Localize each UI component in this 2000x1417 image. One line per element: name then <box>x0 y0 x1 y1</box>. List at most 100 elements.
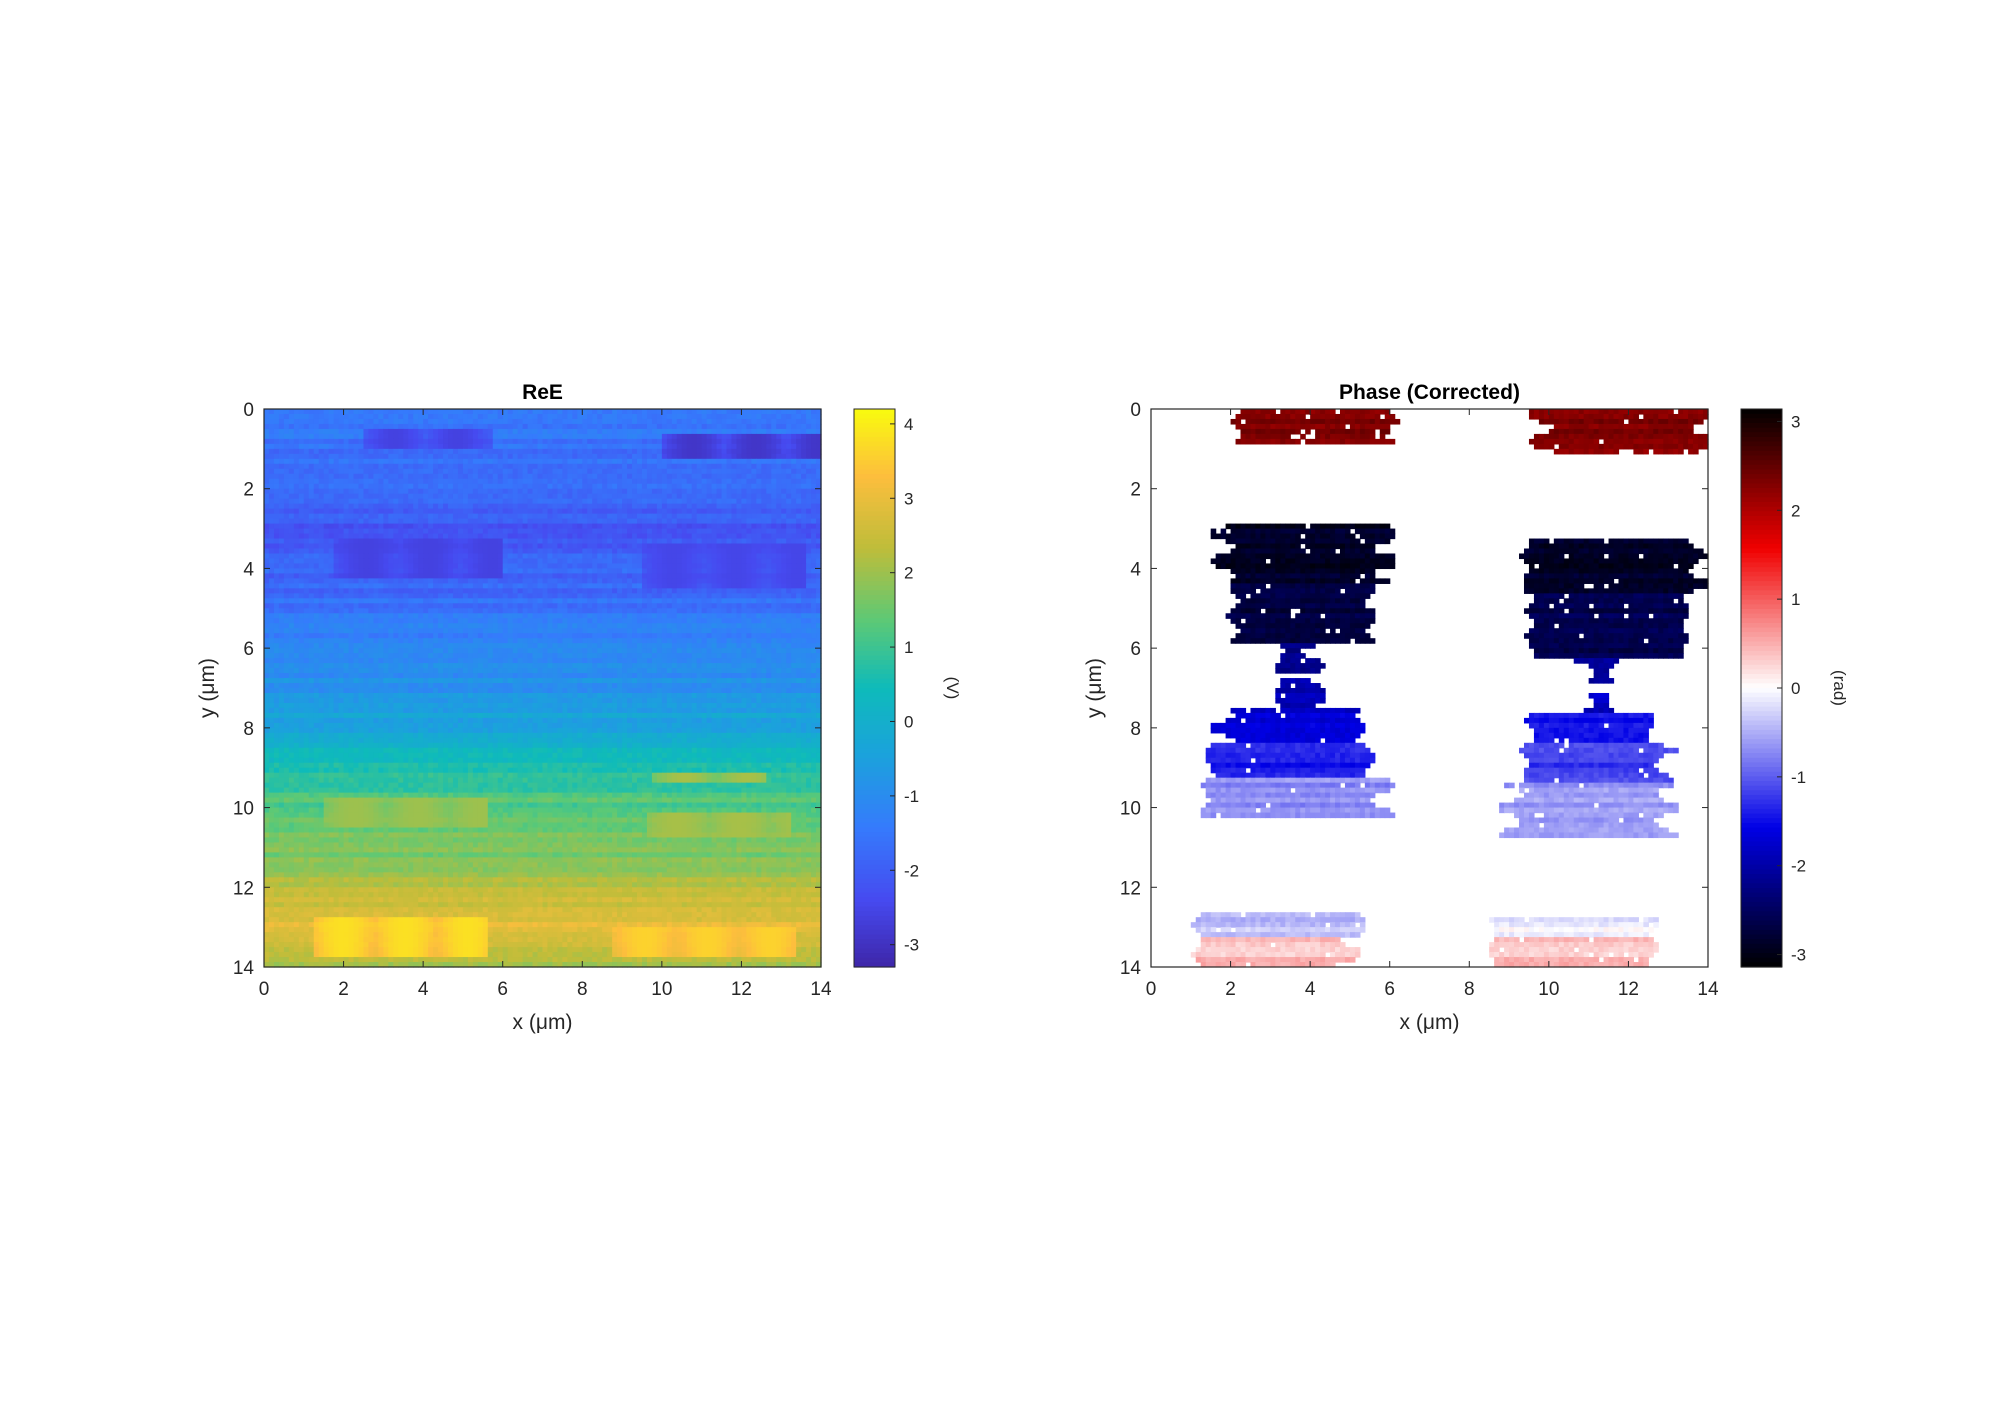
heatmap-cell <box>388 518 394 525</box>
heatmap-cell <box>408 503 414 510</box>
heatmap-cell <box>497 628 504 634</box>
heatmap-cell <box>627 418 633 425</box>
heatmap-cell <box>512 618 519 624</box>
heatmap-cell <box>622 558 628 565</box>
heatmap-cell <box>766 573 772 579</box>
heatmap-cell <box>482 578 489 584</box>
heatmap-cell <box>582 508 588 515</box>
heatmap-cell <box>328 513 335 520</box>
heatmap-cell <box>338 498 345 505</box>
heatmap-cell <box>636 478 643 485</box>
heatmap-cell <box>816 568 822 575</box>
heatmap-cell <box>313 533 320 540</box>
heatmap-cell <box>691 443 698 450</box>
heatmap-cell <box>811 548 817 555</box>
heatmap-cell <box>323 448 330 455</box>
heatmap-cell <box>378 538 384 545</box>
heatmap-cell <box>333 508 340 515</box>
heatmap-cell <box>368 553 375 560</box>
heatmap-cell <box>791 498 797 505</box>
heatmap-cell <box>413 623 419 629</box>
heatmap-cell <box>303 493 310 500</box>
heatmap-cell <box>537 493 544 500</box>
heatmap-cell <box>562 563 568 570</box>
heatmap-cell <box>597 543 603 550</box>
heatmap-cell <box>622 513 628 520</box>
heatmap-cell <box>512 493 519 500</box>
heatmap-cell <box>537 413 544 420</box>
heatmap-cell <box>323 548 330 555</box>
heatmap-cell <box>811 463 817 470</box>
heatmap-cell <box>562 588 568 594</box>
heatmap-cell <box>343 498 350 505</box>
heatmap-cell <box>537 478 544 485</box>
heatmap-cell <box>452 508 459 515</box>
heatmap-cell <box>602 613 608 619</box>
heatmap-cell <box>338 468 345 475</box>
heatmap-cell <box>582 603 588 609</box>
heatmap-cell <box>791 578 797 584</box>
heatmap-cell <box>542 518 549 525</box>
heatmap-cell <box>592 548 598 555</box>
heatmap-cell <box>617 533 623 540</box>
heatmap-cell <box>646 578 653 584</box>
heatmap-cell <box>686 608 693 614</box>
heatmap-cell <box>666 578 673 584</box>
heatmap-cell <box>273 608 280 614</box>
heatmap-cell <box>607 533 613 540</box>
heatmap-cell <box>602 458 608 465</box>
heatmap-cell <box>726 583 733 589</box>
heatmap-cell <box>696 588 703 594</box>
heatmap-cell <box>433 558 439 565</box>
heatmap-cell <box>323 608 330 614</box>
heatmap-cell <box>811 568 817 575</box>
heatmap-cell <box>408 518 414 525</box>
heatmap-cell <box>502 488 509 495</box>
heatmap-cell <box>293 433 300 440</box>
heatmap-cell <box>348 508 355 515</box>
heatmap-cell <box>438 493 444 500</box>
heatmap-cell <box>632 598 638 604</box>
heatmap-cell <box>537 583 544 589</box>
heatmap-cell <box>761 453 767 460</box>
heatmap-cell <box>532 428 539 435</box>
heatmap-cell <box>293 563 300 570</box>
heatmap-cell <box>338 453 345 460</box>
heatmap-cell <box>602 598 608 604</box>
heatmap-cell <box>278 518 285 525</box>
heatmap-cell <box>408 523 414 530</box>
heatmap-cell <box>532 453 539 460</box>
heatmap-cell <box>323 578 330 584</box>
heatmap-cell <box>771 608 777 614</box>
heatmap-cell <box>557 423 563 430</box>
heatmap-cell <box>418 563 424 570</box>
heatmap-cell <box>572 483 578 490</box>
heatmap-cell <box>308 523 315 530</box>
heatmap-cell <box>318 588 325 594</box>
heatmap-cell <box>676 493 683 500</box>
heatmap-cell <box>562 498 568 505</box>
heatmap-cell <box>582 493 588 500</box>
heatmap-cell <box>736 508 743 515</box>
heatmap-cell <box>408 573 414 579</box>
heatmap-cell <box>517 473 524 480</box>
heatmap-cell <box>383 438 389 445</box>
heatmap-cell <box>756 533 762 540</box>
heatmap-cell <box>761 488 767 495</box>
heatmap-cell <box>268 538 275 545</box>
heatmap-cell <box>467 409 474 415</box>
heatmap-cell <box>482 598 489 604</box>
heatmap-cell <box>388 478 394 485</box>
heatmap-cell <box>492 473 499 480</box>
heatmap-cell <box>636 603 643 609</box>
heatmap-cell <box>358 538 365 545</box>
heatmap-cell <box>472 533 479 540</box>
heatmap-cell <box>577 493 583 500</box>
heatmap-cell <box>393 498 399 505</box>
heatmap-cell <box>806 538 812 545</box>
heatmap-cell <box>278 548 285 555</box>
heatmap-cell <box>587 603 593 609</box>
heatmap-cell <box>313 503 320 510</box>
heatmap-cell <box>706 443 713 450</box>
heatmap-cell <box>666 553 673 560</box>
